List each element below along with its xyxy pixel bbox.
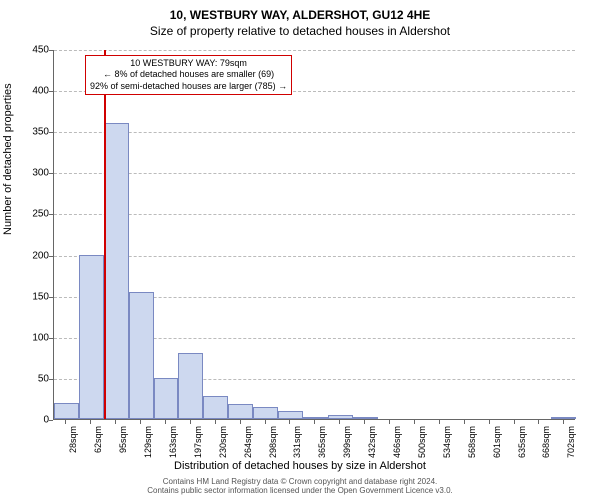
y-tick-mark	[49, 50, 53, 51]
gridline	[54, 132, 575, 133]
y-tick-label: 450	[9, 45, 49, 56]
y-tick-label: 350	[9, 127, 49, 138]
y-tick-mark	[49, 214, 53, 215]
histogram-bar	[228, 404, 253, 419]
x-tick-mark	[190, 420, 191, 424]
x-tick-mark	[314, 420, 315, 424]
annotation-line-3: 92% of semi-detached houses are larger (…	[90, 81, 287, 92]
histogram-bar	[79, 255, 104, 419]
chart-footer: Contains HM Land Registry data © Crown c…	[0, 478, 600, 496]
x-tick-mark	[215, 420, 216, 424]
y-tick-label: 400	[9, 86, 49, 97]
x-tick-mark	[538, 420, 539, 424]
y-tick-label: 100	[9, 332, 49, 343]
x-tick-mark	[439, 420, 440, 424]
chart-container: { "title_main": "10, WESTBURY WAY, ALDER…	[0, 0, 600, 500]
x-tick-mark	[65, 420, 66, 424]
plot-area	[53, 50, 575, 420]
y-tick-label: 50	[9, 373, 49, 384]
y-tick-label: 0	[9, 415, 49, 426]
histogram-bar	[253, 407, 278, 419]
x-tick-mark	[464, 420, 465, 424]
x-tick-mark	[389, 420, 390, 424]
histogram-bar	[328, 415, 353, 419]
y-tick-mark	[49, 297, 53, 298]
histogram-bar	[278, 411, 303, 419]
x-tick-mark	[563, 420, 564, 424]
annotation-box: 10 WESTBURY WAY: 79sqm ← 8% of detached …	[85, 55, 292, 95]
x-tick-mark	[165, 420, 166, 424]
histogram-bar	[129, 292, 154, 419]
x-tick-mark	[265, 420, 266, 424]
annotation-line-2: ← 8% of detached houses are smaller (69)	[90, 69, 287, 80]
histogram-bar	[178, 353, 203, 419]
gridline	[54, 256, 575, 257]
y-tick-mark	[49, 132, 53, 133]
y-tick-label: 150	[9, 291, 49, 302]
x-tick-mark	[489, 420, 490, 424]
y-tick-label: 250	[9, 209, 49, 220]
y-tick-mark	[49, 173, 53, 174]
x-tick-mark	[514, 420, 515, 424]
histogram-bar	[154, 378, 179, 419]
y-tick-mark	[49, 256, 53, 257]
x-tick-mark	[339, 420, 340, 424]
histogram-bar	[551, 417, 576, 419]
y-tick-mark	[49, 338, 53, 339]
x-tick-mark	[90, 420, 91, 424]
gridline	[54, 50, 575, 51]
x-tick-mark	[115, 420, 116, 424]
x-tick-mark	[289, 420, 290, 424]
histogram-bar	[353, 417, 378, 419]
gridline	[54, 214, 575, 215]
x-tick-mark	[364, 420, 365, 424]
x-tick-mark	[140, 420, 141, 424]
reference-marker-line	[104, 50, 106, 419]
histogram-bar	[104, 123, 129, 419]
y-tick-mark	[49, 420, 53, 421]
chart-subtitle: Size of property relative to detached ho…	[0, 24, 600, 38]
gridline	[54, 173, 575, 174]
annotation-line-1: 10 WESTBURY WAY: 79sqm	[90, 58, 287, 69]
footer-line-2: Contains public sector information licen…	[0, 487, 600, 496]
x-tick-mark	[414, 420, 415, 424]
histogram-bar	[303, 417, 328, 419]
y-tick-label: 200	[9, 250, 49, 261]
x-axis-label: Distribution of detached houses by size …	[0, 460, 600, 472]
histogram-bar	[203, 396, 228, 419]
x-tick-mark	[240, 420, 241, 424]
y-tick-mark	[49, 91, 53, 92]
histogram-bar	[54, 403, 79, 419]
y-tick-label: 300	[9, 168, 49, 179]
y-tick-mark	[49, 379, 53, 380]
chart-title: 10, WESTBURY WAY, ALDERSHOT, GU12 4HE	[0, 8, 600, 22]
